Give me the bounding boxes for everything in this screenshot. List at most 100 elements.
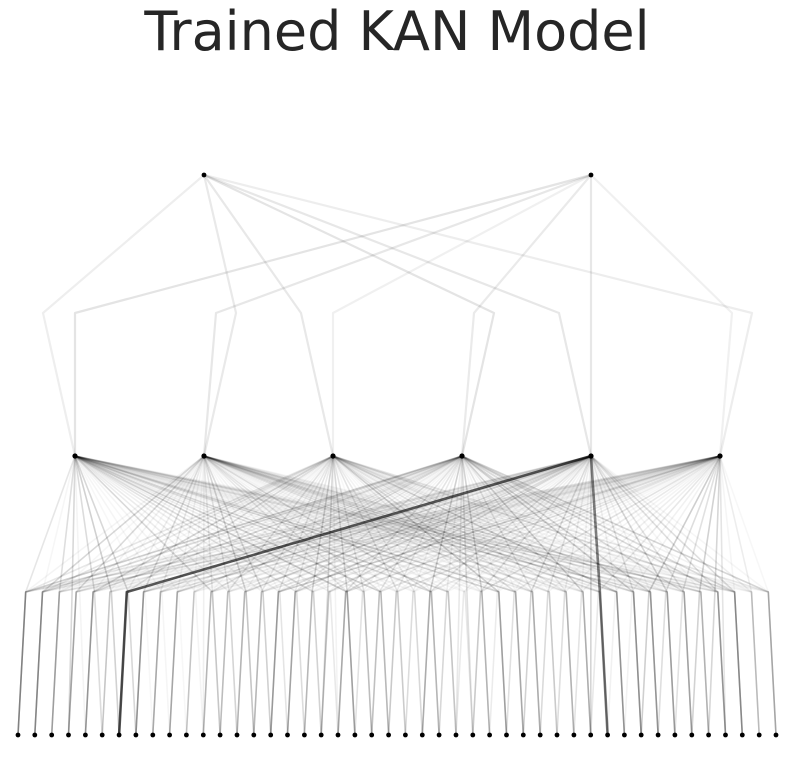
edge-l0: [219, 455, 592, 736]
edge-l0: [67, 455, 721, 736]
edge-l0: [74, 455, 592, 736]
edge-l0: [203, 455, 592, 736]
edge-l0: [17, 455, 721, 736]
edge-l0: [455, 455, 592, 736]
edge-l0: [461, 455, 525, 736]
edge-l0: [17, 455, 334, 736]
input-node: [335, 732, 341, 738]
edge-l0: [34, 455, 463, 736]
edge-l0: [332, 455, 744, 736]
edge-l0: [74, 455, 255, 736]
edge-l0: [135, 455, 463, 736]
input-node: [504, 732, 509, 738]
edge-l0: [203, 455, 238, 736]
edge-l0: [67, 455, 76, 736]
edge-l0: [84, 455, 721, 736]
edge-l1: [41, 174, 205, 457]
edge-l0: [135, 455, 721, 736]
edge-l0: [337, 455, 592, 736]
edge-l0: [50, 455, 334, 736]
edges: [17, 173, 777, 736]
input-node: [268, 732, 274, 738]
edge-l0: [50, 455, 76, 736]
edge-l0: [74, 455, 238, 736]
edge-l0: [74, 455, 676, 736]
edge-l0: [34, 455, 334, 736]
edge-l0: [455, 455, 463, 736]
edge-l0: [203, 455, 221, 736]
nodes: [15, 172, 779, 738]
edge-l0: [101, 455, 721, 736]
edge-l0: [74, 455, 221, 736]
edge-l0: [84, 455, 334, 736]
edge-l0: [332, 455, 407, 736]
input-node: [773, 732, 779, 738]
edge-l0: [74, 455, 289, 736]
edge-l0: [219, 455, 721, 736]
input-node: [588, 732, 594, 738]
edge-l0: [74, 455, 120, 736]
edge-l0: [590, 455, 727, 736]
edge-l0: [152, 455, 463, 736]
input-node: [133, 732, 139, 738]
edge-l0: [657, 455, 721, 736]
input-node: [622, 732, 627, 738]
edge-l0: [74, 455, 87, 736]
input-node: [638, 732, 644, 738]
edge-l0: [461, 455, 693, 736]
edge-l0: [185, 455, 721, 736]
input-node: [184, 732, 189, 738]
input-node: [520, 732, 526, 738]
edge-l0: [236, 455, 463, 736]
edge-l0: [74, 455, 727, 736]
edge-l0: [337, 455, 463, 736]
edge-l0: [34, 455, 205, 736]
edge-l0: [168, 455, 463, 736]
edge-l0: [269, 455, 721, 736]
input-node: [352, 732, 358, 738]
edge-l0: [320, 455, 334, 736]
input-node: [15, 732, 21, 738]
edge-l0: [203, 455, 390, 736]
edge-l0: [674, 455, 721, 736]
input-node: [66, 732, 71, 738]
edge-l1: [73, 173, 592, 456]
edge-l0: [203, 455, 575, 736]
edge-l0: [332, 455, 727, 736]
edge-l0: [421, 455, 592, 736]
edge-l0: [286, 455, 334, 736]
input-node: [167, 732, 173, 738]
edge-l0: [332, 455, 525, 736]
edge-l0: [203, 455, 508, 736]
edge-l0: [269, 455, 334, 736]
input-node: [99, 732, 105, 738]
edge-l0: [332, 455, 339, 736]
edge-l0: [332, 455, 592, 736]
hidden-node: [459, 453, 465, 459]
edge-l0: [370, 455, 721, 736]
input-node: [217, 732, 223, 738]
hidden-node: [201, 453, 207, 459]
input-node: [251, 732, 257, 738]
input-node: [32, 732, 38, 738]
edge-l0: [461, 455, 760, 736]
edge-l1: [203, 174, 496, 457]
input-node: [487, 732, 492, 738]
output-node: [588, 172, 594, 178]
hidden-node: [72, 453, 78, 459]
edge-l0: [74, 455, 491, 736]
input-node: [706, 732, 711, 738]
edge-l0: [74, 455, 744, 736]
edge-l0: [203, 455, 272, 736]
edge-l0: [203, 455, 322, 736]
edge-l0: [203, 455, 558, 736]
edge-l0: [303, 455, 334, 736]
edge-l0: [269, 455, 463, 736]
edge-l0: [17, 455, 205, 736]
edge-l1: [331, 174, 592, 456]
input-node: [419, 732, 425, 738]
input-node: [756, 732, 762, 738]
edge-l0: [17, 455, 592, 736]
hidden-node: [330, 453, 336, 459]
edge-l0: [74, 455, 322, 736]
